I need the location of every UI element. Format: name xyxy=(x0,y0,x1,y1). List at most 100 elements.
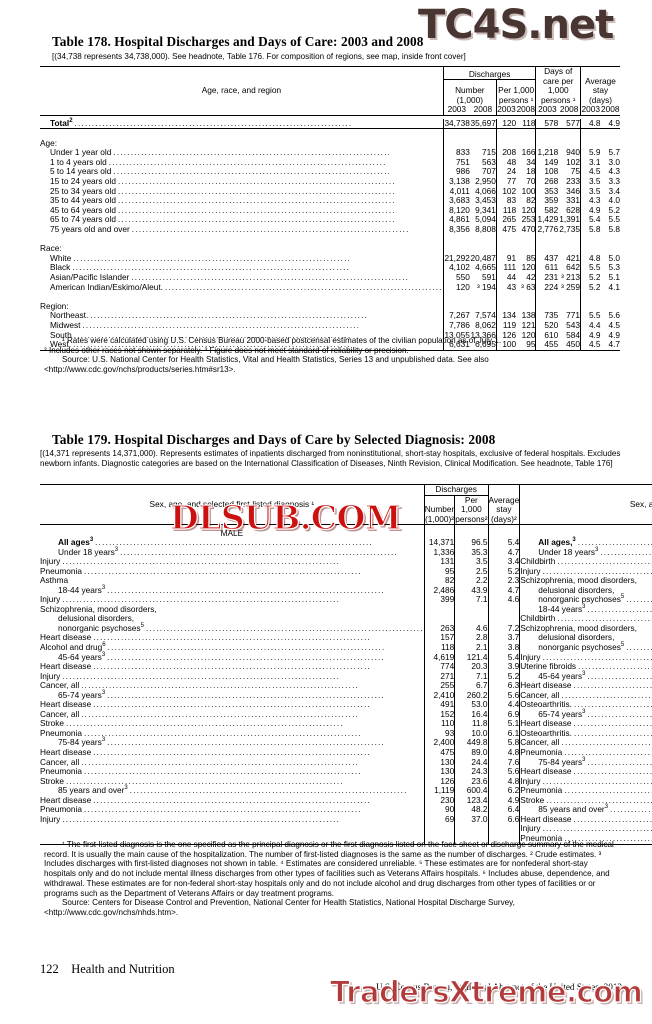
dot-leader: ........................................… xyxy=(83,805,362,815)
dot-leader: ........................................… xyxy=(561,738,652,748)
row-label-cell: 85 years and over3......................… xyxy=(519,805,652,815)
data-cell: 1,429 xyxy=(535,214,559,226)
table-179-stub-header-right: Sex, age, and selected first-listed diag… xyxy=(519,484,652,525)
footnote-marker: 3 xyxy=(582,670,586,677)
table-row: 65-74 years3............................… xyxy=(40,690,652,701)
dot-leader: ........................................… xyxy=(129,786,408,796)
data-cell: 5.5 xyxy=(580,311,601,321)
data-cell: 4.9 xyxy=(487,795,520,806)
row-label: Pneumonia xyxy=(40,565,82,576)
footnote-marker: 2 xyxy=(69,117,73,124)
table-row: Injury..................................… xyxy=(40,595,652,605)
row-label: Osteoarthritis. xyxy=(520,727,572,738)
data-cell: 4.6 xyxy=(487,595,520,605)
data-cell: 43.9 xyxy=(454,585,489,596)
data-cell: 24.4 xyxy=(454,757,489,768)
row-label-cell: Heart disease...........................… xyxy=(40,700,424,710)
table-178-body: Total2..................................… xyxy=(40,115,620,351)
data-cell: 13,366 xyxy=(470,329,496,340)
row-label: 75-84 years3 xyxy=(58,737,106,748)
row-label: 15 to 24 years old xyxy=(50,176,116,187)
row-label: Northeast. xyxy=(50,310,89,321)
table-row: Heart disease...........................… xyxy=(40,700,652,710)
data-cell: 6,695 xyxy=(475,339,496,350)
data-cell: 21,292 xyxy=(442,252,470,264)
spacer-cell xyxy=(558,235,580,245)
row-label: All ages,3 xyxy=(538,537,576,547)
empty-cell xyxy=(487,524,520,538)
data-cell: ³ 213 xyxy=(561,272,581,282)
data-cell: 126 xyxy=(423,776,455,787)
row-label: Heart disease xyxy=(520,813,572,824)
row-label-cell: Pneumonia...............................… xyxy=(40,565,424,577)
dot-leader: ........................................… xyxy=(62,595,341,605)
row-label-cell: Asthma xyxy=(40,576,424,586)
footnote-marker: 6 xyxy=(102,642,106,649)
data-cell: 359 xyxy=(535,196,559,206)
data-cell: 118 xyxy=(495,205,517,216)
data-cell: 6.2 xyxy=(487,786,520,796)
row-label-cell: 45-64 years3............................… xyxy=(40,652,424,663)
data-cell: 7.2 xyxy=(487,623,520,634)
data-cell: 543 xyxy=(566,319,581,330)
footnote-marker: 5 xyxy=(620,642,625,649)
dot-leader: ........................................… xyxy=(95,538,373,547)
row-label-cell: Schizophrenia, mood disorders, xyxy=(519,623,652,634)
table-row: Northeast...............................… xyxy=(40,311,620,321)
row-label-cell: Cancer, all.............................… xyxy=(40,681,424,691)
data-cell: 120 xyxy=(442,282,470,293)
data-cell: 475 xyxy=(423,747,455,758)
data-cell: 4,665 xyxy=(475,262,496,273)
row-label: Asian/Pacific Islander xyxy=(50,272,130,282)
data-cell: 89.0 xyxy=(454,747,489,758)
row-label: 18-44 years3 xyxy=(58,584,106,595)
dot-leader: ........................................… xyxy=(113,148,392,158)
data-cell: 7,786 xyxy=(442,320,470,331)
dot-leader: ........................................… xyxy=(65,719,344,729)
data-cell: 628 xyxy=(566,204,581,215)
row-label: Injury xyxy=(520,775,541,786)
data-cell: 3,453 xyxy=(475,195,496,206)
data-cell: 130 xyxy=(423,757,455,768)
empty-cell xyxy=(487,824,520,834)
spacer-row xyxy=(40,128,620,139)
table-178-year-col-7: 2003 xyxy=(580,104,601,115)
row-label: Cancer, all xyxy=(40,756,80,767)
data-cell: 3,683 xyxy=(442,196,470,206)
row-label: Osteoarthritis. xyxy=(520,699,572,710)
footnote-marker: 5 xyxy=(140,623,144,630)
data-cell: 4,011 xyxy=(442,186,470,197)
table-row: Pneumonia...............................… xyxy=(40,565,652,577)
table-row: Heart disease...........................… xyxy=(40,747,652,758)
table-row: 85 years and over3......................… xyxy=(40,785,652,796)
data-cell: 5.4 xyxy=(487,652,520,663)
row-label: Midwest xyxy=(50,319,81,330)
data-cell: 16.4 xyxy=(454,709,489,720)
empty-cell xyxy=(423,524,455,538)
data-cell: 131 xyxy=(423,557,455,567)
table-row: 1 to 4 years old........................… xyxy=(40,157,620,168)
table-178-group-avg-stay: Average stay (days) xyxy=(580,66,620,105)
table-178-header-row-2: Number (1,000) Per 1,000 persons ¹ xyxy=(40,79,620,105)
row-label: Under 1 year old xyxy=(50,147,112,158)
table-row: Asian/Pacific Islander..................… xyxy=(40,272,620,283)
data-cell: 4,861 xyxy=(442,215,470,226)
dot-leader: ........................................… xyxy=(107,690,385,700)
data-cell: 91 xyxy=(495,253,517,264)
data-cell: 4.7 xyxy=(487,547,520,558)
data-cell: 5.5 xyxy=(608,214,620,225)
data-cell: 48.2 xyxy=(454,805,489,815)
table-179-col-number-left: Number (1,000)² xyxy=(423,495,455,525)
table-178-sub-per1000: Per 1,000 persons ¹ xyxy=(495,79,536,105)
table-179-body: MALE FEMALE All ages3.....................… xyxy=(40,524,652,844)
table-row: delusional disorders, Childbirth.........… xyxy=(40,614,652,624)
table-row: Stroke..................................… xyxy=(40,719,652,729)
row-label-cell: Uterine fibroids........................… xyxy=(519,662,652,672)
spacer-cell xyxy=(470,292,497,302)
table-row: Schizophrenia, mood disorders, 18-44 year… xyxy=(40,604,652,615)
dot-leader: ........................................… xyxy=(573,719,652,729)
data-cell: 4.3 xyxy=(608,166,620,177)
row-label-cell: 35 to 44 years old......................… xyxy=(40,196,443,206)
data-cell: 5.2 xyxy=(487,566,520,577)
